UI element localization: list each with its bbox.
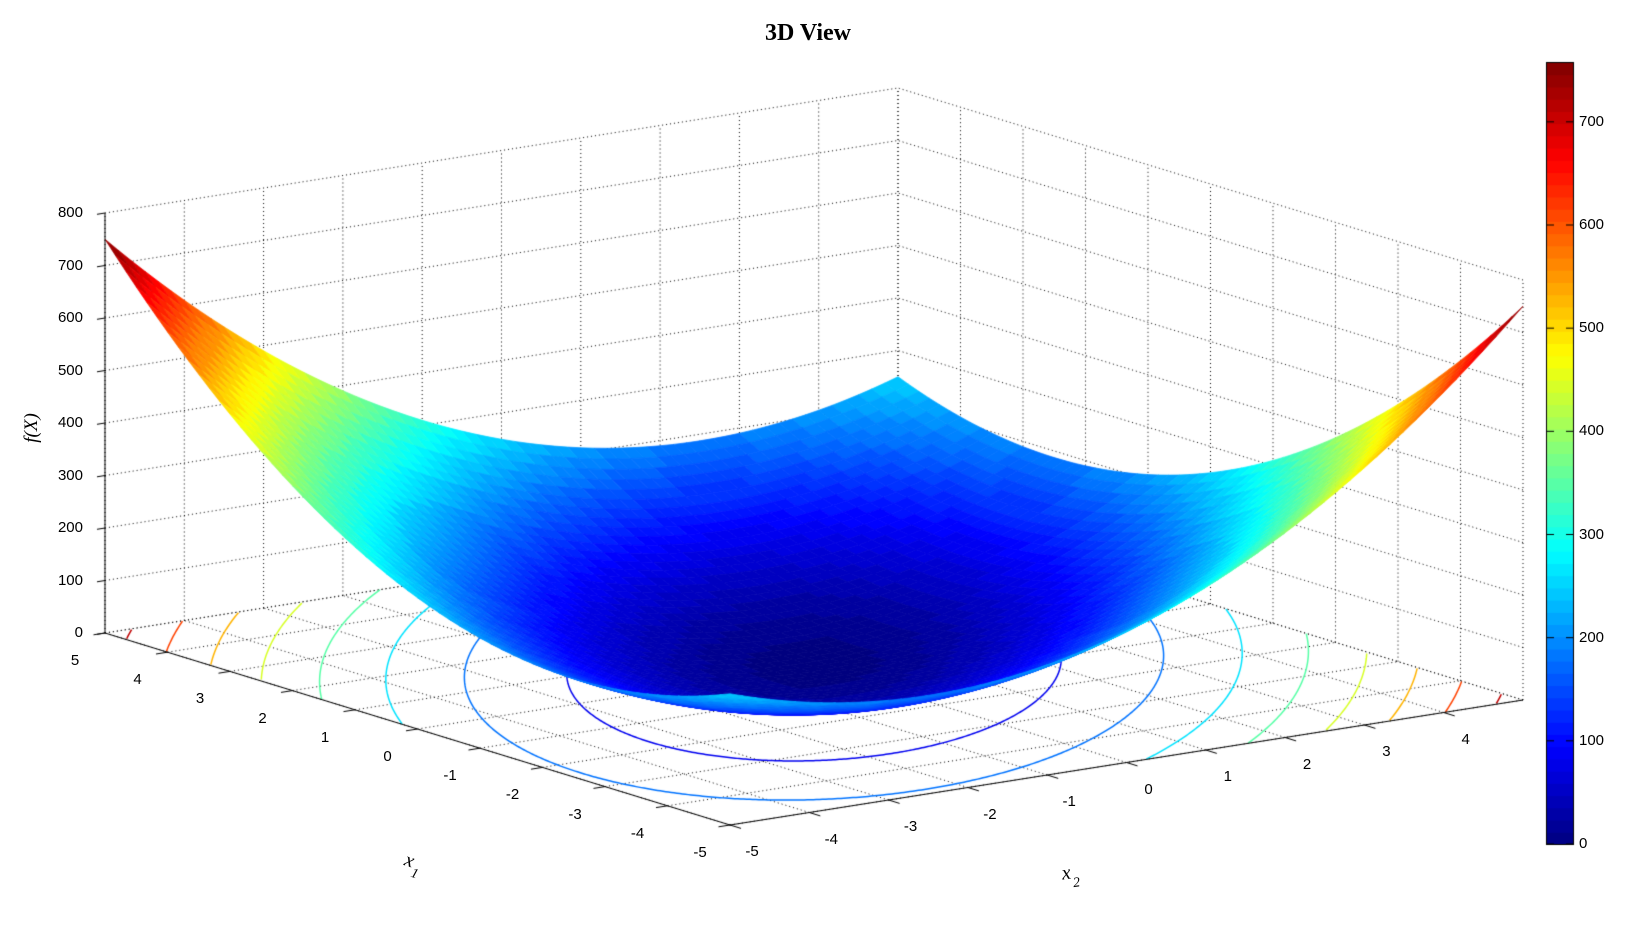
z-tick-label: 800 <box>57 204 83 221</box>
z-tick-label: 600 <box>57 309 83 326</box>
colorbar-tick-label: 500 <box>1579 319 1605 337</box>
x1-tick-label: -2 <box>505 786 520 804</box>
x2-tick-label: 2 <box>1302 755 1312 773</box>
colorbar-tick-label: 100 <box>1579 731 1605 749</box>
z-tick-label: 500 <box>57 361 83 379</box>
x2-tick-label: 3 <box>1382 743 1391 760</box>
x1-tick-label: -1 <box>443 767 457 785</box>
colorbar-tick-label: 700 <box>1579 112 1605 130</box>
x1-tick-label: -3 <box>568 805 582 823</box>
z-tick-label: 300 <box>57 466 83 484</box>
x2-tick-label: 0 <box>1144 780 1153 798</box>
x2-tick-label: -5 <box>745 843 759 860</box>
x1-tick-label: 0 <box>383 748 392 765</box>
x2-tick-label: -4 <box>824 830 838 848</box>
x1-tick-label: 1 <box>320 728 330 746</box>
x2-tick-label: -2 <box>983 805 997 823</box>
colorbar-tick-label: 200 <box>1579 628 1605 646</box>
z-tick-label: 0 <box>74 624 83 641</box>
colorbar-tick-label: 0 <box>1579 835 1588 852</box>
x2-tick-label: -3 <box>903 818 918 835</box>
x1-tick-label: -5 <box>693 844 707 861</box>
z-tick-label: 200 <box>57 519 83 536</box>
z-tick-label: 100 <box>57 571 83 589</box>
x1-tick-label: 3 <box>195 690 205 708</box>
chart-title: 3D View <box>765 20 851 46</box>
z-tick-label: 700 <box>57 256 83 274</box>
x1-tick-label: 4 <box>133 671 142 689</box>
colorbar-tick-label: 600 <box>1579 216 1605 233</box>
x2-tick-label: -1 <box>1062 793 1076 810</box>
colorbar-tick-label: 300 <box>1579 525 1605 543</box>
z-tick-label: 400 <box>57 414 83 431</box>
colorbar-tick-label: 400 <box>1579 422 1605 440</box>
x1-tick-label: 2 <box>258 709 267 727</box>
x1-tick-label: 5 <box>70 652 80 669</box>
x2-tick-label: 1 <box>1223 768 1232 785</box>
colorbar <box>1546 62 1573 844</box>
x2-tick-label: 4 <box>1461 730 1470 748</box>
x1-tick-label: -4 <box>630 824 645 842</box>
